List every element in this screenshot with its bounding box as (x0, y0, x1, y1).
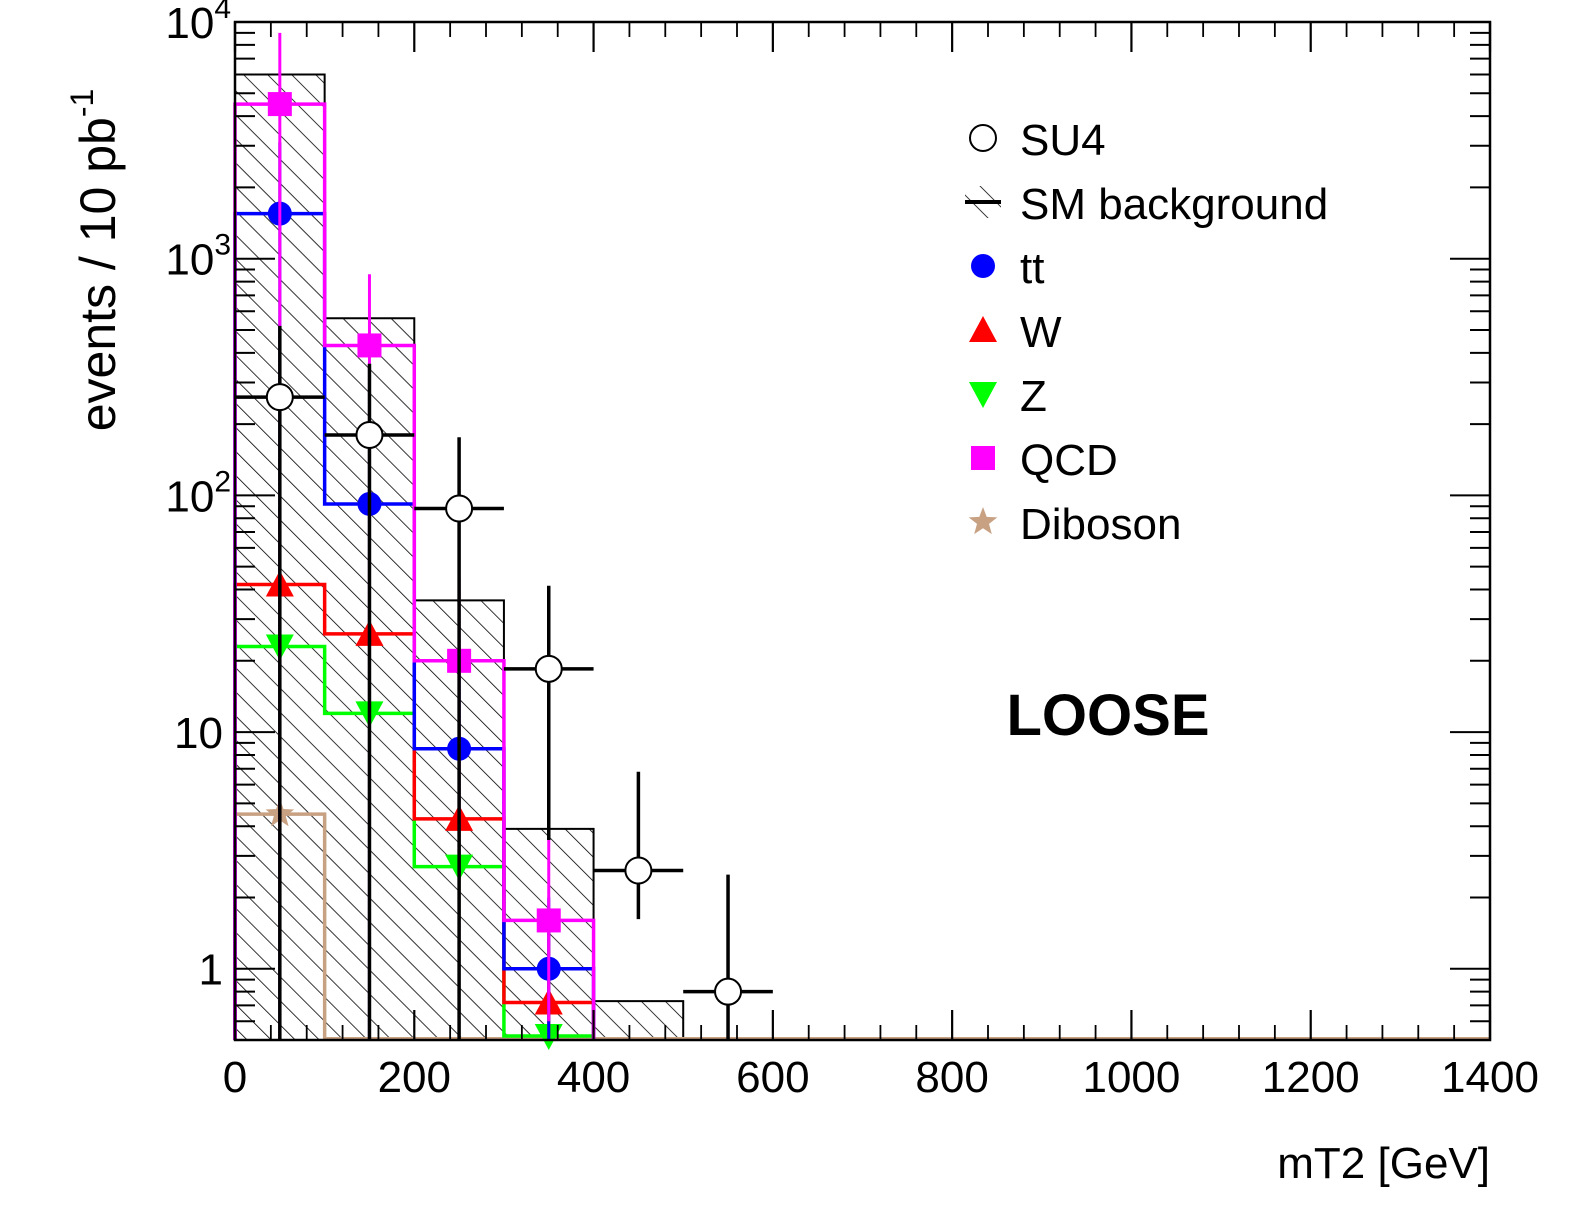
x-tick-label: 200 (378, 1053, 451, 1102)
x-tick-label: 1000 (1082, 1053, 1180, 1102)
y-tick-label: 103 (165, 229, 231, 285)
plot-frame (233, 20, 1492, 1042)
legend-label-tt: tt (1020, 244, 1044, 293)
legend-label-diboson: Diboson (1020, 500, 1181, 549)
plot-area (233, 32, 1490, 1050)
legend-symbol-w (969, 316, 997, 342)
legend: SU4 SM background tt WZ QCD Diboson (965, 116, 1328, 549)
x-tick-label: 1400 (1441, 1053, 1539, 1102)
x-tick-label: 400 (557, 1053, 630, 1102)
su4-marker (624, 856, 653, 885)
su4-marker (355, 420, 384, 449)
qcd-marker (536, 908, 561, 933)
su4-marker (265, 383, 294, 412)
y-tick-label: 10 (174, 709, 223, 758)
legend-label-w: W (1020, 308, 1062, 357)
sm-background-hatch (235, 74, 684, 1040)
y-tick-label: 102 (165, 465, 231, 521)
legend-label-sm-background: SM background (1020, 180, 1328, 229)
x-axis-title: mT2 [GeV] (1277, 1139, 1490, 1188)
legend-label-z: Z (1020, 372, 1047, 421)
legend-symbol-z (969, 382, 997, 408)
legend-symbol-qcd (971, 446, 995, 470)
y-axis-title: events / 10 pb-1 (64, 89, 126, 432)
legend-label-qcd: QCD (1020, 436, 1118, 485)
y-axis-title-sup: -1 (64, 89, 100, 117)
x-tick-label: 1200 (1262, 1053, 1360, 1102)
su4-marker (534, 654, 563, 683)
y-tick-label: 1 (199, 946, 223, 995)
x-tick-label: 0 (223, 1053, 247, 1102)
y-tick-label: 104 (165, 0, 231, 48)
su4-marker (445, 494, 474, 523)
x-tick-label: 600 (736, 1053, 809, 1102)
legend-symbol-tt (971, 254, 995, 278)
annotation-label: LOOSE (1006, 683, 1209, 748)
legend-symbol-su4 (969, 124, 997, 152)
qcd-marker (267, 92, 292, 117)
x-tick-label: 800 (915, 1053, 988, 1102)
su4-marker (714, 977, 743, 1006)
legend-label-su4: SU4 (1020, 116, 1106, 165)
legend-symbol-diboson (968, 507, 998, 535)
qcd-marker (357, 333, 382, 358)
